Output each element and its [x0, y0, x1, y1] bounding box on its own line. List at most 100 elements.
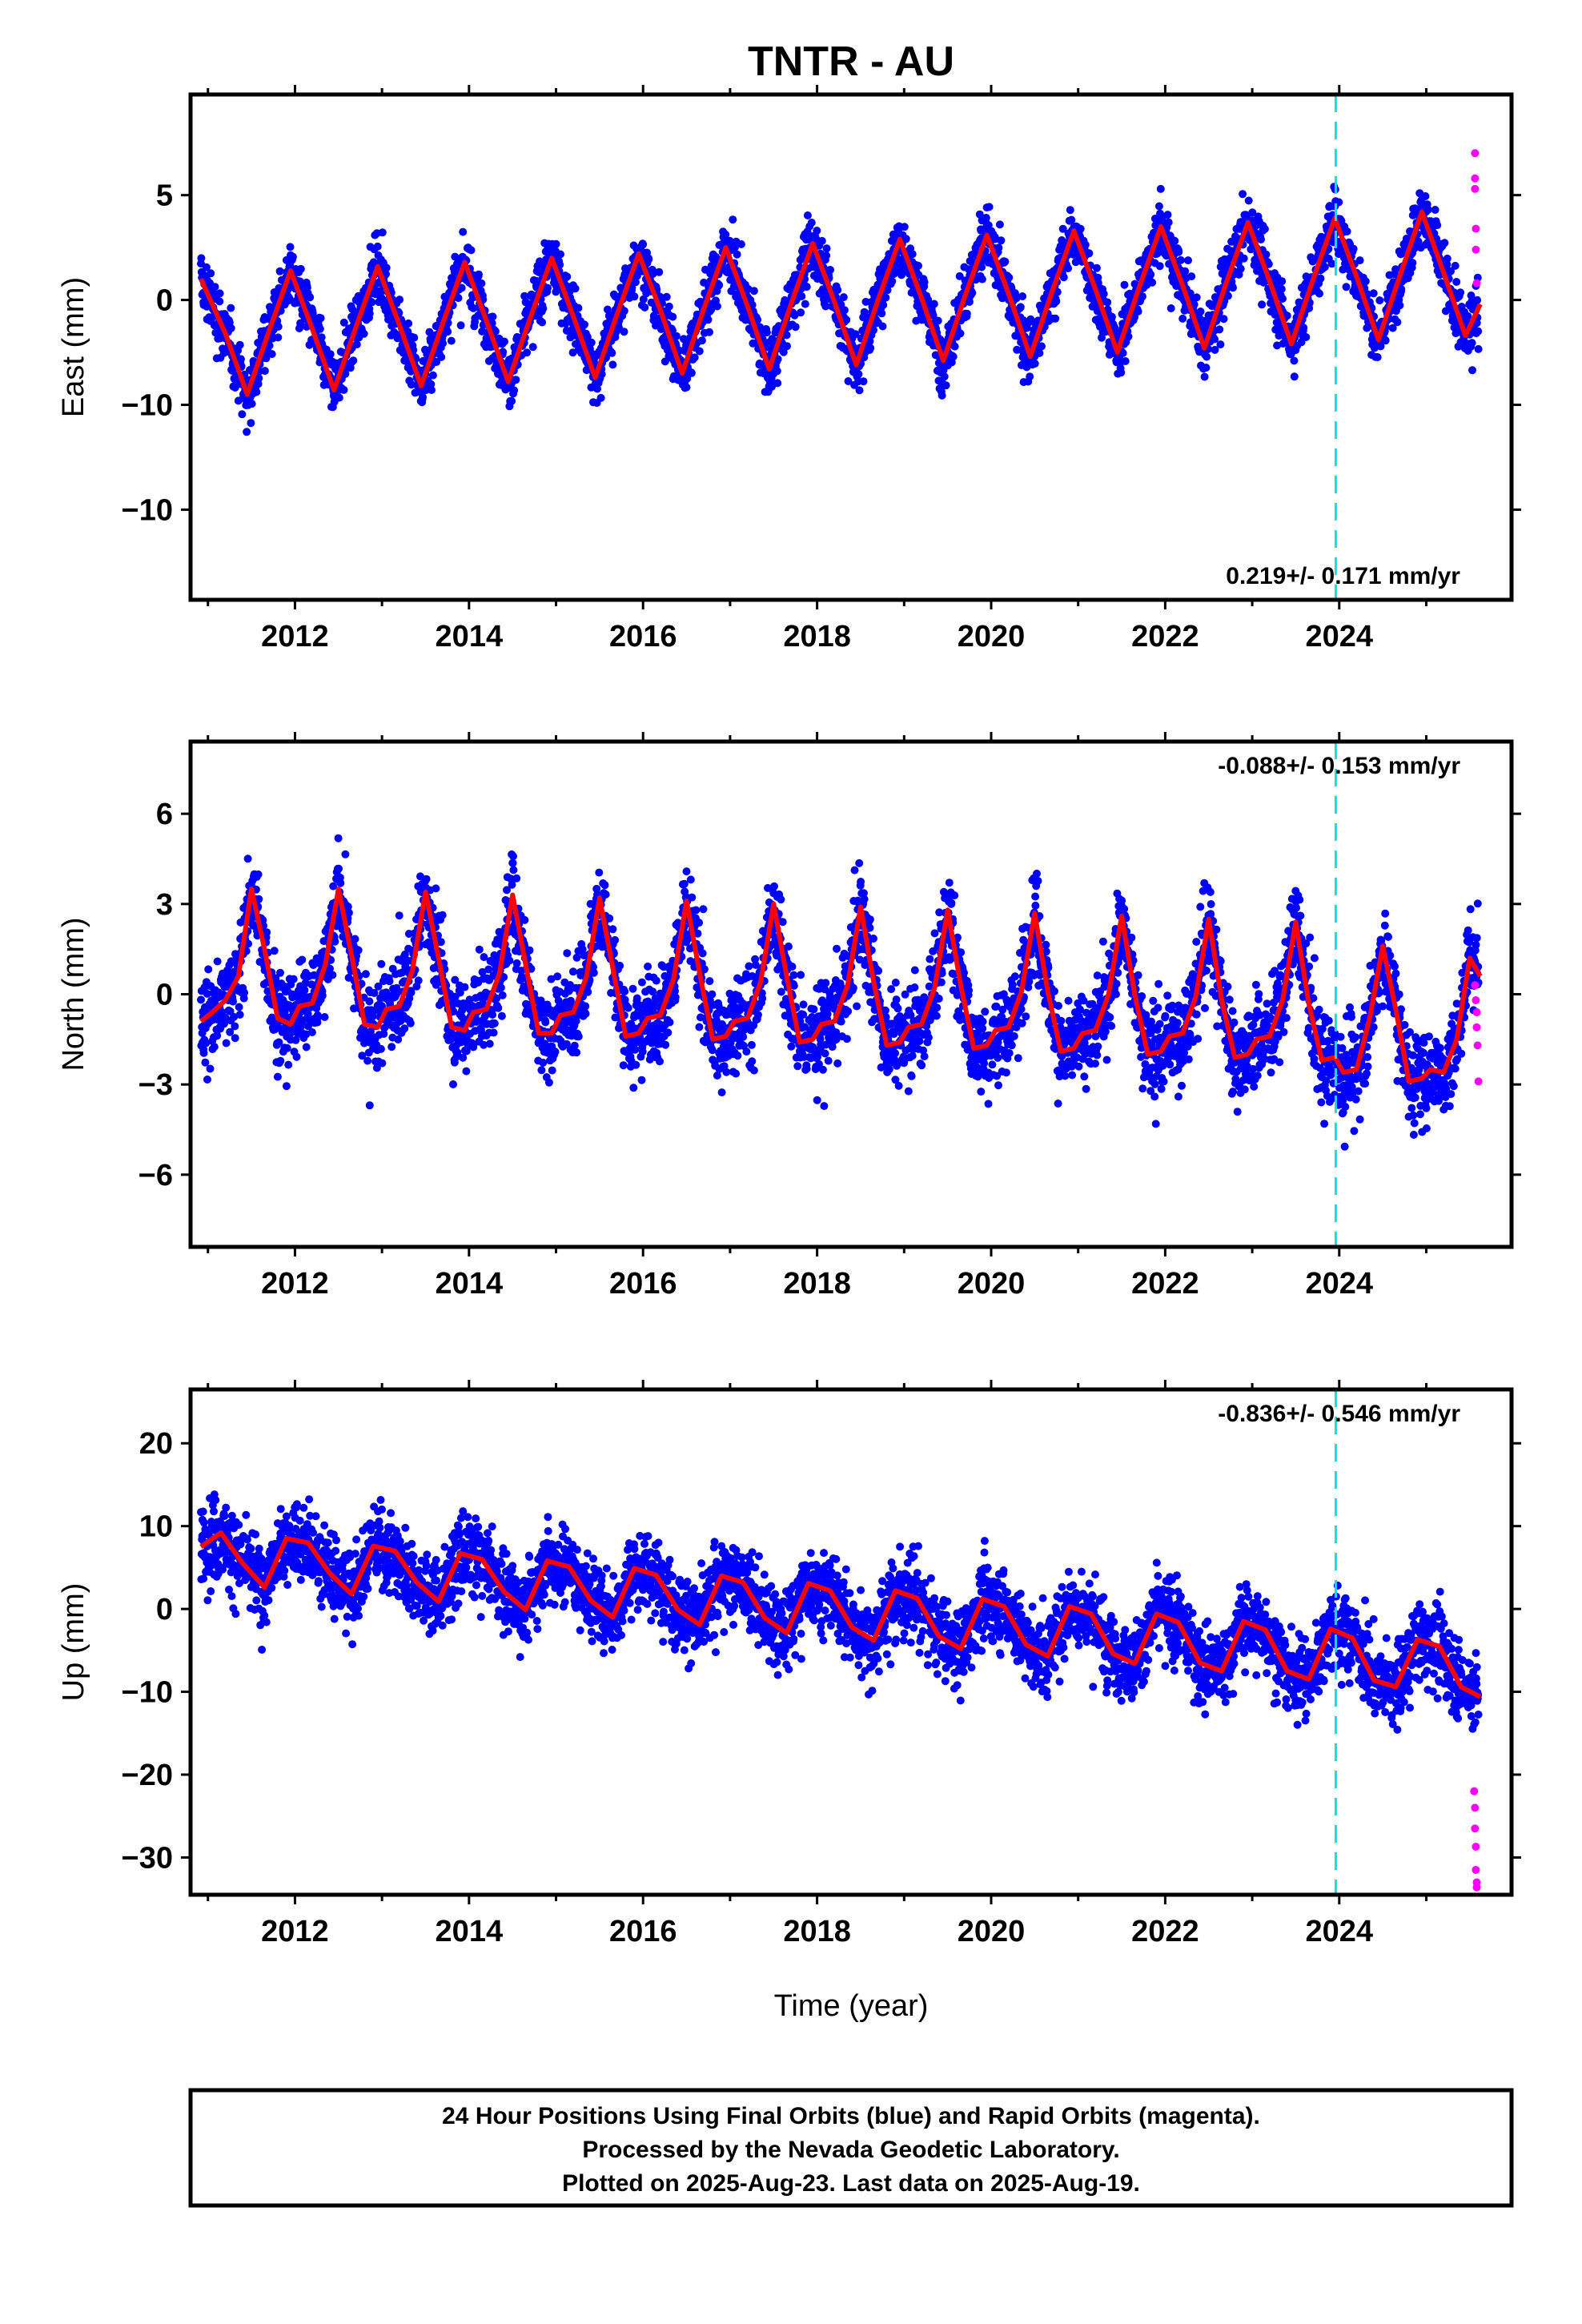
east-final-point — [1467, 292, 1476, 300]
east-x-tick-label: 2024 — [1306, 620, 1374, 653]
east-velocity-label: 0.219+/- 0.171 mm/yr — [1226, 563, 1460, 589]
east-final-point — [1148, 278, 1157, 287]
east-final-point — [1474, 344, 1483, 353]
north-final-point — [276, 1056, 285, 1065]
north-final-point — [199, 1048, 208, 1057]
east-final-point — [978, 263, 986, 271]
east-final-point — [1375, 296, 1384, 305]
east-final-point — [236, 355, 245, 364]
east-final-point — [335, 393, 343, 402]
east-final-point — [1121, 357, 1130, 365]
east-final-point — [459, 227, 468, 236]
east-final-point — [855, 386, 864, 395]
east-final-point — [817, 236, 826, 245]
east-final-point — [1156, 184, 1165, 193]
east-final-point — [1369, 289, 1378, 298]
north-final-point — [206, 1064, 215, 1073]
east-final-point — [1058, 224, 1067, 233]
east-final-point — [456, 321, 465, 330]
east-final-point — [630, 292, 639, 301]
east-final-point — [1468, 339, 1476, 348]
east-x-tick-label: 2022 — [1131, 620, 1199, 653]
east-final-point — [1290, 372, 1299, 381]
east-final-point — [938, 391, 946, 400]
east-final-point — [982, 214, 990, 222]
east-final-point — [608, 360, 617, 369]
north-final-point — [298, 955, 307, 964]
east-final-point — [707, 305, 716, 314]
north-final-point — [230, 1012, 239, 1021]
north-final-point — [213, 957, 222, 966]
east-final-point — [813, 227, 821, 235]
east-final-point — [1464, 312, 1472, 320]
east-x-tick-label: 2012 — [261, 620, 329, 653]
north-final-point — [302, 1043, 311, 1051]
east-final-point — [942, 381, 950, 390]
north-final-point — [283, 1043, 291, 1052]
east-final-point — [238, 410, 247, 419]
east-final-point — [1026, 315, 1035, 324]
north-final-point — [385, 977, 394, 986]
east-final-point — [1200, 372, 1209, 381]
north-final-point — [341, 850, 350, 858]
east-final-point — [1155, 262, 1164, 271]
east-final-point — [865, 337, 874, 346]
east-final-point — [1117, 368, 1126, 377]
east-final-point — [881, 293, 890, 302]
east-final-point — [1187, 272, 1196, 281]
east-final-point — [1211, 345, 1219, 354]
north-final-point — [379, 1030, 388, 1038]
east-final-point — [500, 337, 508, 346]
east-final-point — [1302, 333, 1311, 341]
north-final-point — [350, 1004, 358, 1013]
east-final-point — [469, 304, 478, 312]
north-final-point — [204, 965, 213, 974]
east-final-point — [597, 370, 606, 379]
north-final-point — [400, 1024, 409, 1033]
north-final-point — [365, 1101, 374, 1110]
north-final-point — [302, 1030, 311, 1039]
north-final-point — [387, 1043, 396, 1051]
east-final-point — [1376, 342, 1385, 351]
east-final-point — [407, 380, 416, 389]
east-final-point — [844, 377, 853, 385]
east-final-point — [715, 281, 724, 289]
east-final-point — [1176, 255, 1185, 264]
east-rapid-point — [1471, 184, 1480, 193]
east-final-point — [215, 297, 224, 306]
east-final-point — [260, 367, 269, 376]
east-final-point — [1076, 224, 1085, 233]
east-final-point — [1391, 265, 1400, 274]
east-final-point — [1134, 307, 1142, 316]
east-final-point — [1272, 280, 1280, 289]
east-final-point — [488, 312, 497, 321]
east-final-point — [410, 333, 419, 342]
north-final-point — [343, 903, 352, 911]
north-final-point — [289, 975, 298, 983]
east-final-point — [1408, 259, 1417, 267]
north-final-point — [358, 1051, 367, 1060]
east-x-tick-label: 2016 — [609, 620, 677, 653]
east-final-point — [985, 203, 994, 211]
east-final-point — [888, 277, 897, 286]
north-final-point — [377, 959, 386, 968]
east-final-point — [556, 260, 564, 269]
east-final-point — [235, 340, 244, 349]
north-final-point — [291, 1035, 300, 1044]
east-final-point — [859, 377, 868, 386]
east-final-point — [779, 348, 788, 356]
north-final-point — [275, 1038, 283, 1047]
east-final-point — [995, 220, 1004, 229]
east-final-point — [523, 348, 532, 357]
east-final-point — [1059, 273, 1068, 282]
east-final-point — [296, 264, 305, 273]
north-final-point — [235, 1011, 244, 1019]
east-final-point — [797, 292, 806, 300]
east-final-point — [243, 428, 251, 436]
east-final-point — [274, 333, 283, 342]
north-final-point — [370, 989, 379, 997]
east-final-point — [512, 376, 520, 384]
east-final-point — [1451, 261, 1460, 270]
east-final-point — [1278, 277, 1287, 286]
